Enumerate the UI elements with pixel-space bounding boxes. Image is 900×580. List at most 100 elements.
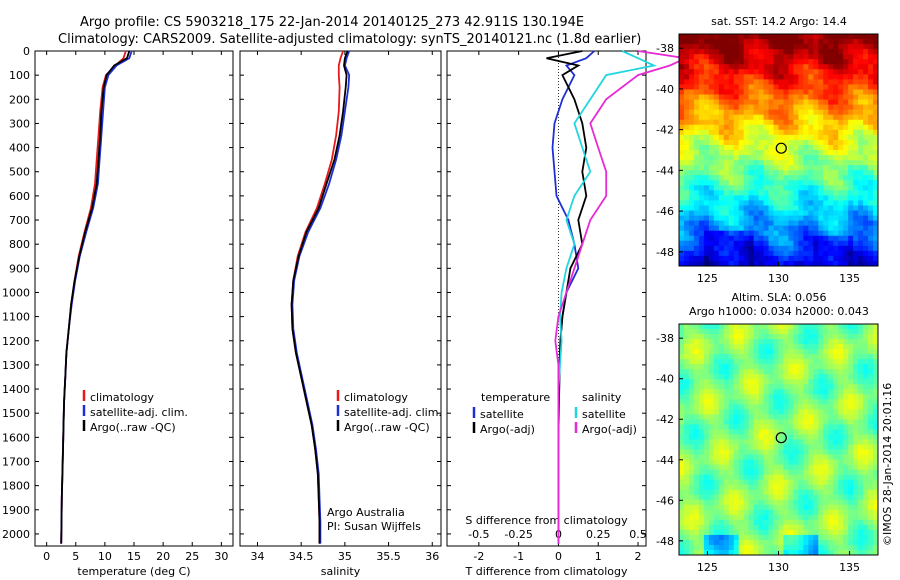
map-cell: [853, 255, 859, 262]
map-cell: [833, 230, 839, 237]
map-cell: [679, 464, 685, 471]
map-cell: [838, 210, 844, 216]
map-cell: [823, 444, 829, 450]
map-cell: [783, 324, 789, 330]
map-cell: [708, 324, 715, 330]
map-cell: [703, 39, 710, 45]
map-cell: [818, 44, 824, 50]
map-cell: [703, 139, 710, 146]
map-cell: [763, 74, 769, 80]
map-cell: [838, 69, 844, 75]
map-cell: [858, 374, 864, 380]
map-cell: [713, 359, 720, 365]
map-cell: [843, 469, 849, 476]
map-cell: [843, 359, 849, 365]
map-cell: [718, 39, 725, 45]
map-cell: [783, 539, 789, 546]
map-cell: [803, 165, 809, 171]
map-cell: [873, 165, 879, 171]
map-cell: [698, 329, 705, 335]
map-cell: [763, 185, 769, 191]
map-cell: [778, 484, 784, 491]
map-cell: [718, 344, 725, 350]
map-cell: [728, 414, 735, 420]
map-cell: [683, 260, 690, 267]
map-cell: [868, 349, 874, 355]
panel-frame: [34, 50, 234, 547]
map-cell: [768, 424, 774, 430]
map-cell: [748, 364, 755, 370]
map-cell: [693, 529, 700, 536]
map-cell: [853, 155, 859, 161]
map-cell: [868, 34, 874, 40]
map-cell: [763, 44, 769, 50]
map-cell: [813, 494, 819, 501]
map-cell: [778, 84, 784, 90]
map-cell: [803, 459, 809, 466]
map-y-tick-label: -46: [656, 205, 674, 218]
map-cell: [693, 94, 700, 100]
map-cell: [728, 64, 735, 70]
map-cell: [688, 160, 695, 166]
map-cell: [683, 549, 690, 556]
map-cell: [863, 419, 869, 425]
map-cell: [863, 49, 869, 55]
map-cell: [873, 119, 879, 126]
map-cell: [753, 49, 760, 55]
map-cell: [823, 89, 829, 95]
map-cell: [683, 409, 690, 415]
map-cell: [833, 424, 839, 430]
map-cell: [683, 529, 690, 536]
map-cell: [733, 240, 740, 247]
map-cell: [743, 384, 750, 390]
map-cell: [818, 175, 824, 181]
map-cell: [708, 499, 715, 506]
map-cell: [798, 359, 804, 365]
y-tick-label: 0: [23, 45, 30, 58]
map-cell: [838, 509, 844, 516]
map-cell: [773, 119, 779, 126]
map-cell: [788, 519, 794, 526]
map-cell: [793, 384, 799, 390]
map-cell: [758, 444, 764, 450]
map-cell: [863, 339, 869, 345]
map-cell: [723, 419, 730, 425]
map-cell: [813, 389, 819, 395]
map-cell: [783, 384, 789, 390]
map-cell: [793, 119, 799, 126]
map-cell: [843, 354, 849, 360]
map-cell: [848, 334, 854, 340]
map-cell: [798, 419, 804, 425]
map-cell: [868, 74, 874, 80]
map-cell: [868, 114, 874, 121]
map-cell: [768, 205, 774, 211]
map-cell: [763, 89, 769, 95]
map-cell: [813, 129, 819, 136]
map-cell: [733, 245, 740, 252]
map-cell: [858, 255, 864, 262]
map-cell: [693, 190, 700, 196]
map-cell: [723, 424, 730, 430]
map-cell: [788, 94, 794, 100]
map-cell: [748, 165, 755, 171]
map-cell: [818, 190, 824, 196]
map-cell: [708, 74, 715, 80]
map-cell: [763, 349, 769, 355]
map-cell: [703, 255, 710, 262]
map-cell: [828, 519, 834, 526]
map-cell: [803, 255, 809, 262]
map-cell: [768, 344, 774, 350]
map-cell: [778, 210, 784, 216]
map-cell: [818, 124, 824, 131]
map-cell: [828, 84, 834, 90]
map-cell: [748, 389, 755, 395]
map-cell: [733, 79, 740, 85]
map-cell: [698, 359, 705, 365]
map-cell: [843, 474, 849, 481]
map-cell: [803, 429, 809, 435]
map-cell: [803, 364, 809, 370]
map-cell: [808, 514, 814, 521]
map-cell: [793, 245, 799, 252]
map-cell: [833, 364, 839, 370]
